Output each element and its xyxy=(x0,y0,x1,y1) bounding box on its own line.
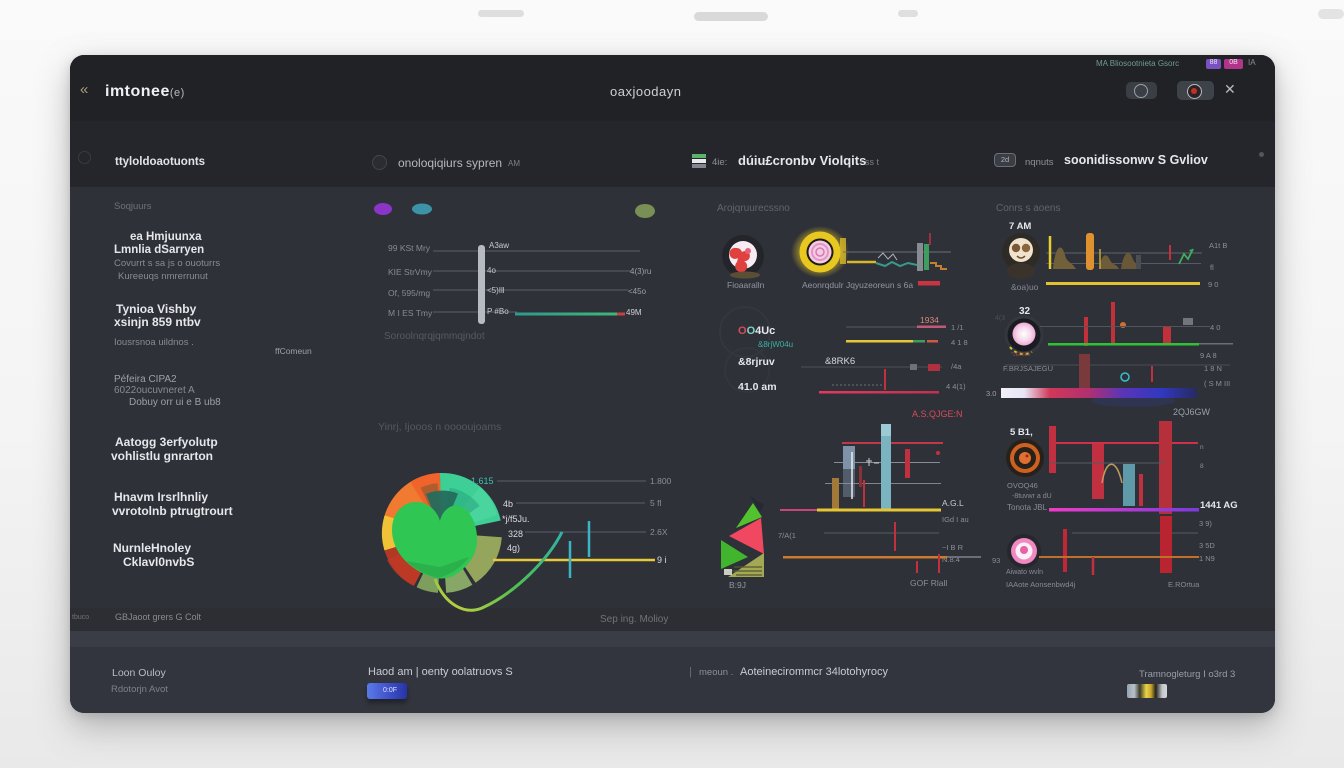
svg-text:&8RK6: &8RK6 xyxy=(825,356,855,367)
svg-text:7/A(1: 7/A(1 xyxy=(778,531,796,540)
svg-text:1 8 N: 1 8 N xyxy=(1204,364,1222,373)
svg-text:F.BRJSAJEGU: F.BRJSAJEGU xyxy=(1003,364,1053,373)
svg-text:~I B R: ~I B R xyxy=(942,543,964,552)
svg-text:N.8.4: N.8.4 xyxy=(942,555,960,564)
svg-text:fl: fl xyxy=(1210,263,1214,272)
svg-text:4(3)ru: 4(3)ru xyxy=(630,267,651,276)
svg-text:Soroolnqrqjqmmqjndot: Soroolnqrqjqmmqjndot xyxy=(384,331,485,342)
svg-text:49M: 49M xyxy=(626,308,642,317)
svg-text:<45o: <45o xyxy=(628,287,647,296)
svg-text:5 fl: 5 fl xyxy=(650,498,661,508)
svg-text:Conrs s aoens: Conrs s aoens xyxy=(996,203,1060,214)
svg-text:-8tuvwr a dU: -8tuvwr a dU xyxy=(1012,493,1052,500)
svg-text:41.0 am: 41.0 am xyxy=(738,381,777,393)
svg-text:&8rjruv: &8rjruv xyxy=(738,356,775,368)
svg-text:B:9J: B:9J xyxy=(729,580,746,590)
svg-text:Fioaaralln: Fioaaralln xyxy=(727,280,765,290)
svg-text:&8rjW04u: &8rjW04u xyxy=(758,340,793,349)
svg-text:1 /1: 1 /1 xyxy=(951,323,964,332)
svg-text:/4a: /4a xyxy=(951,362,962,371)
svg-text:32: 32 xyxy=(1019,306,1031,317)
svg-text:A.G.L: A.G.L xyxy=(942,498,964,508)
svg-text:E.ROrtua: E.ROrtua xyxy=(1168,580,1200,589)
svg-text:KIE StrVmy: KIE StrVmy xyxy=(388,267,433,277)
svg-text:*2E852a: *2E852a xyxy=(1011,352,1030,358)
svg-text:4(3: 4(3 xyxy=(995,315,1005,322)
svg-text:&oa)uo: &oa)uo xyxy=(1011,282,1039,292)
svg-text:8: 8 xyxy=(1200,463,1204,470)
svg-text:4o: 4o xyxy=(487,266,496,275)
svg-text:GOF Rlall: GOF Rlall xyxy=(910,578,947,588)
svg-text:*j/f5Ju.: *j/f5Ju. xyxy=(502,514,530,524)
svg-text:Arojqruurecssno: Arojqruurecssno xyxy=(717,203,790,214)
svg-text:328: 328 xyxy=(508,529,523,539)
svg-text:OO4Uc: OO4Uc xyxy=(738,325,775,337)
svg-text:5 B1,: 5 B1, xyxy=(1010,427,1033,438)
svg-text:9 A 8: 9 A 8 xyxy=(1200,351,1217,360)
svg-text:IAAote Aonsenbwd4j: IAAote Aonsenbwd4j xyxy=(1006,580,1076,589)
svg-text:4 0: 4 0 xyxy=(1210,323,1220,332)
svg-text:A3aw: A3aw xyxy=(489,241,509,250)
svg-text:A.S.QJGE:N: A.S.QJGE:N xyxy=(912,409,963,419)
svg-text:1441 AG: 1441 AG xyxy=(1200,500,1238,511)
svg-text:4 4(1): 4 4(1) xyxy=(946,382,966,391)
svg-text:OVOQ46: OVOQ46 xyxy=(1007,481,1038,490)
svg-text:1.615: 1.615 xyxy=(471,476,494,486)
svg-text:1.800: 1.800 xyxy=(650,476,672,486)
svg-text:4g): 4g) xyxy=(507,543,520,553)
svg-text:Tonota JBL: Tonota JBL xyxy=(1007,503,1048,512)
svg-text:M I ES Tmy: M I ES Tmy xyxy=(388,308,433,318)
svg-text:2QJ6GW: 2QJ6GW xyxy=(1173,407,1211,417)
svg-text:9 0: 9 0 xyxy=(1208,280,1218,289)
svg-text:3 9): 3 9) xyxy=(1199,519,1212,528)
svg-text:99 KSt Mry: 99 KSt Mry xyxy=(388,243,431,253)
svg-text:Yinrj, Ijooos n ooooujoams: Yinrj, Ijooos n ooooujoams xyxy=(378,421,501,433)
svg-text:3 5D: 3 5D xyxy=(1199,541,1215,550)
svg-text:n: n xyxy=(1200,444,1204,451)
svg-text:1 N9: 1 N9 xyxy=(1199,554,1215,563)
svg-text:A1t B: A1t B xyxy=(1209,241,1227,250)
svg-text:1934: 1934 xyxy=(920,315,939,325)
svg-text:Aeonrqdulr Jqyuzeoreun s 6a: Aeonrqdulr Jqyuzeoreun s 6a xyxy=(802,280,913,290)
svg-text:P #Bo: P #Bo xyxy=(487,307,509,316)
svg-text:7 AM: 7 AM xyxy=(1009,221,1031,232)
svg-text:4 1 8: 4 1 8 xyxy=(951,338,968,347)
svg-text:IGd I au: IGd I au xyxy=(942,515,969,524)
svg-text:9 i: 9 i xyxy=(657,555,667,565)
svg-text:Of, 595/mg: Of, 595/mg xyxy=(388,288,430,298)
svg-text:Aiwato wvln: Aiwato wvln xyxy=(1006,569,1043,576)
svg-text:3.0: 3.0 xyxy=(986,389,996,398)
svg-text:<5)Ill: <5)Ill xyxy=(487,286,505,295)
svg-text:93: 93 xyxy=(992,556,1000,565)
svg-text:4b: 4b xyxy=(503,499,513,509)
svg-text:2.6X: 2.6X xyxy=(650,527,668,537)
svg-text:( S M III: ( S M III xyxy=(1204,379,1230,388)
